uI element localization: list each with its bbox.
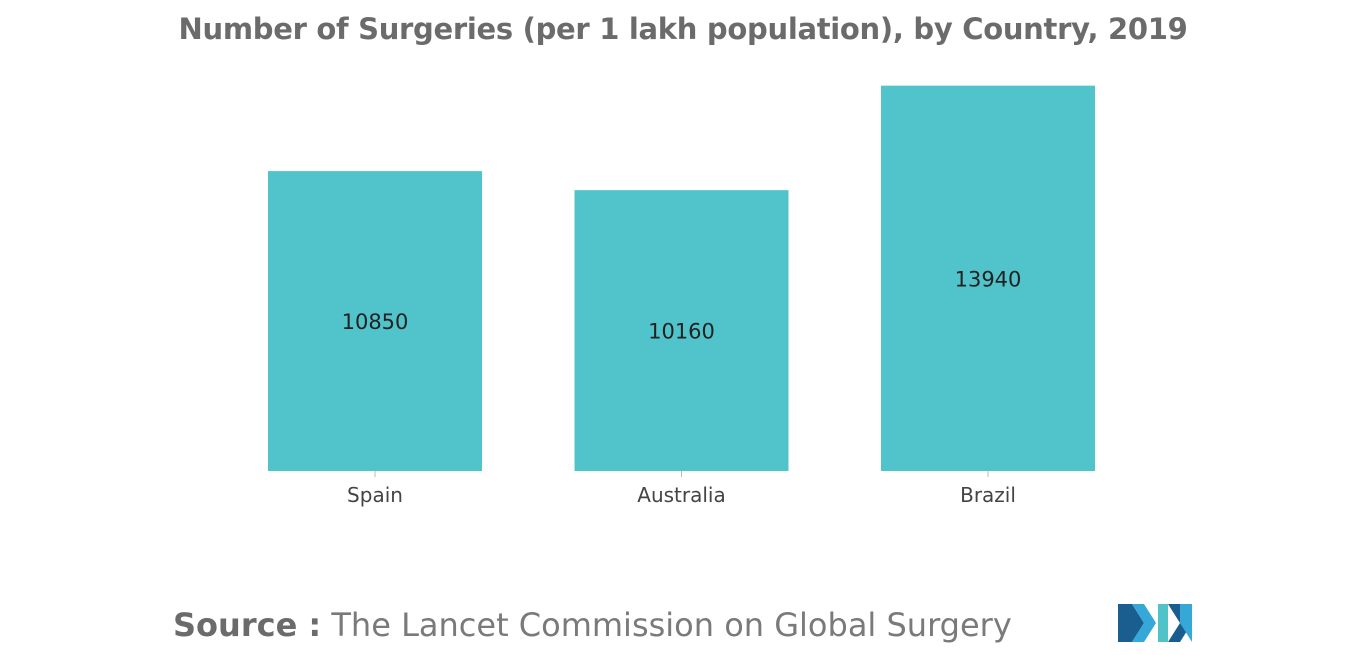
company-logo-icon bbox=[1118, 604, 1192, 642]
x-tick-label-spain: Spain bbox=[347, 483, 403, 507]
data-label-australia: 10160 bbox=[648, 320, 715, 344]
bar-australia bbox=[574, 190, 789, 472]
source-note: Source : The Lancet Commission on Global… bbox=[173, 606, 1012, 644]
data-label-brazil: 13940 bbox=[955, 267, 1022, 291]
source-label: Source : bbox=[173, 606, 322, 644]
bar-chart: 10850 Spain 10160 Australia 13940 Brazil bbox=[268, 85, 1095, 507]
bar-brazil bbox=[881, 85, 1095, 471]
chart-title: Number of Surgeries (per 1 lakh populati… bbox=[178, 12, 1188, 46]
x-tick-label-brazil: Brazil bbox=[960, 483, 1016, 507]
source-text: The Lancet Commission on Global Surgery bbox=[331, 606, 1012, 644]
bar-spain bbox=[268, 171, 482, 471]
data-label-spain: 10850 bbox=[342, 310, 409, 334]
x-tick-label-australia: Australia bbox=[637, 483, 725, 507]
